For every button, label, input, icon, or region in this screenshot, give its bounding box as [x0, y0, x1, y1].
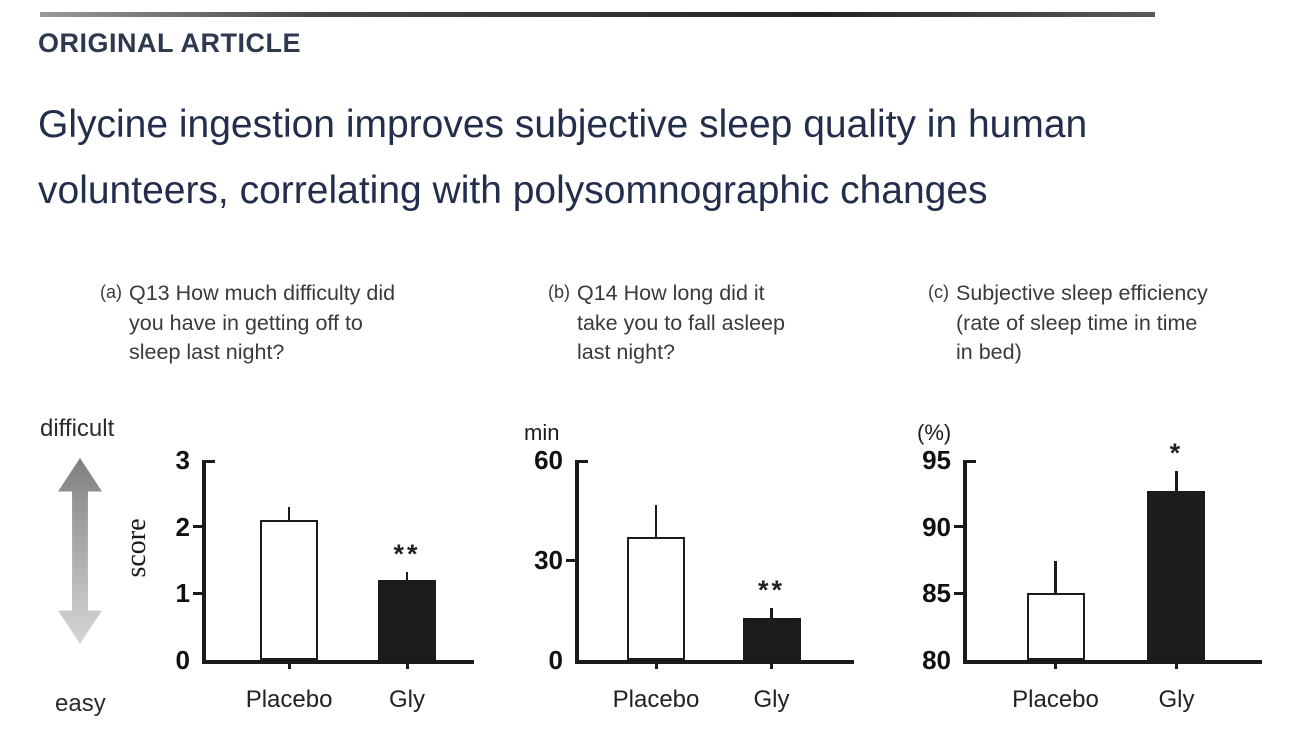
bar-gly	[1147, 490, 1206, 660]
error-bar	[287, 506, 291, 521]
y-axis-top-tick	[579, 460, 588, 463]
panel-a-caption-line: Q13 How much difficulty did	[129, 281, 396, 305]
panel-a-caption-line: you have in getting off to	[129, 310, 363, 335]
y-tick-label: 90	[922, 511, 951, 542]
y-tick-label: 95	[922, 445, 951, 475]
article-title-line-2: volunteers, correlating with polysomnogr…	[38, 169, 988, 212]
y-tick-label: 80	[922, 645, 951, 675]
article-title: Glycine ingestion improves subjective sl…	[38, 92, 1087, 224]
y-tick	[193, 591, 203, 595]
panel-c-caption: (c) Subjective sleep efficiency (rate of…	[928, 279, 1208, 368]
y-tick-label: 1	[175, 578, 190, 609]
y-axis-unit-label: min	[524, 420, 560, 445]
bar-placebo	[260, 520, 319, 660]
chart-b-plot: min 0 30 60 Placebo ** Gly	[524, 420, 854, 713]
y-axis-unit-label: (%)	[917, 420, 952, 445]
y-tick-label: 30	[534, 545, 563, 575]
y-tick	[566, 558, 576, 562]
y-tick-label: 3	[175, 445, 190, 475]
panel-c-label: (c)	[928, 282, 949, 302]
y-tick	[193, 525, 203, 529]
category-label: Gly	[389, 686, 425, 713]
panel-c-caption-line: in bed)	[956, 340, 1022, 364]
y-tick-label: 0	[175, 645, 190, 675]
panel-a-caption: (a) Q13 How much difficulty did you have…	[100, 279, 395, 368]
y-tick	[954, 525, 964, 529]
bar-placebo	[1026, 593, 1085, 660]
panel-a-label: (a)	[100, 282, 122, 302]
chart-a-plot: 0 1 2 3 Placebo ** Gly	[176, 445, 474, 713]
error-bar	[770, 608, 773, 620]
panel-b-caption-line: last night?	[577, 340, 676, 364]
y-tick-label: 85	[922, 578, 951, 609]
difficulty-top-label: difficult	[40, 415, 115, 442]
category-tick	[1174, 660, 1178, 669]
error-bar	[1054, 561, 1057, 595]
category-label: Gly	[1158, 686, 1195, 713]
category-label: Placebo	[612, 686, 700, 713]
significance-marker: *	[1169, 437, 1184, 468]
error-bar	[654, 505, 658, 538]
article-type-label: ORIGINAL ARTICLE	[38, 28, 301, 58]
panel-b-label: (b)	[548, 282, 570, 302]
panel-c-caption-line: Subjective sleep efficiency	[956, 281, 1208, 305]
difficulty-bottom-label: easy	[55, 690, 106, 717]
significance-marker: **	[757, 575, 785, 606]
y-tick	[954, 591, 964, 595]
panel-c-caption-line: (rate of sleep time in time	[956, 310, 1198, 335]
category-tick	[405, 660, 409, 669]
significance-marker: **	[393, 539, 421, 569]
y-tick-label: 2	[175, 511, 190, 542]
category-label: Gly	[753, 686, 790, 713]
header-rule	[40, 12, 1155, 17]
difficulty-scale-arrow-icon	[58, 458, 102, 644]
error-bar	[405, 572, 409, 581]
y-axis-top-tick	[206, 460, 215, 463]
y-tick-label: 0	[548, 645, 563, 675]
category-tick	[654, 660, 658, 669]
y-tick-label: 60	[534, 445, 563, 475]
category-label: Placebo	[245, 686, 333, 713]
bar-gly	[378, 580, 436, 660]
y-axis-top-tick	[967, 460, 976, 463]
bar-placebo	[627, 536, 685, 660]
error-bar	[1175, 470, 1178, 492]
category-tick	[1054, 660, 1057, 669]
panel-b-caption-line: Q14 How long did it	[577, 281, 765, 305]
panel-b-caption-line: take you to fall asleep	[577, 310, 785, 335]
category-tick	[770, 660, 773, 669]
chart-c-plot: (%) 80 85 90 95 Placebo * Gly	[917, 420, 1262, 713]
panel-a-caption-line: sleep last night?	[129, 340, 285, 364]
bar-gly	[742, 618, 801, 660]
category-label: Placebo	[1012, 686, 1099, 713]
article-title-line-1: Glycine ingestion improves subjective sl…	[38, 103, 1088, 146]
category-tick	[287, 660, 291, 669]
panel-b-caption: (b) Q14 How long did it take you to fall…	[548, 279, 785, 368]
